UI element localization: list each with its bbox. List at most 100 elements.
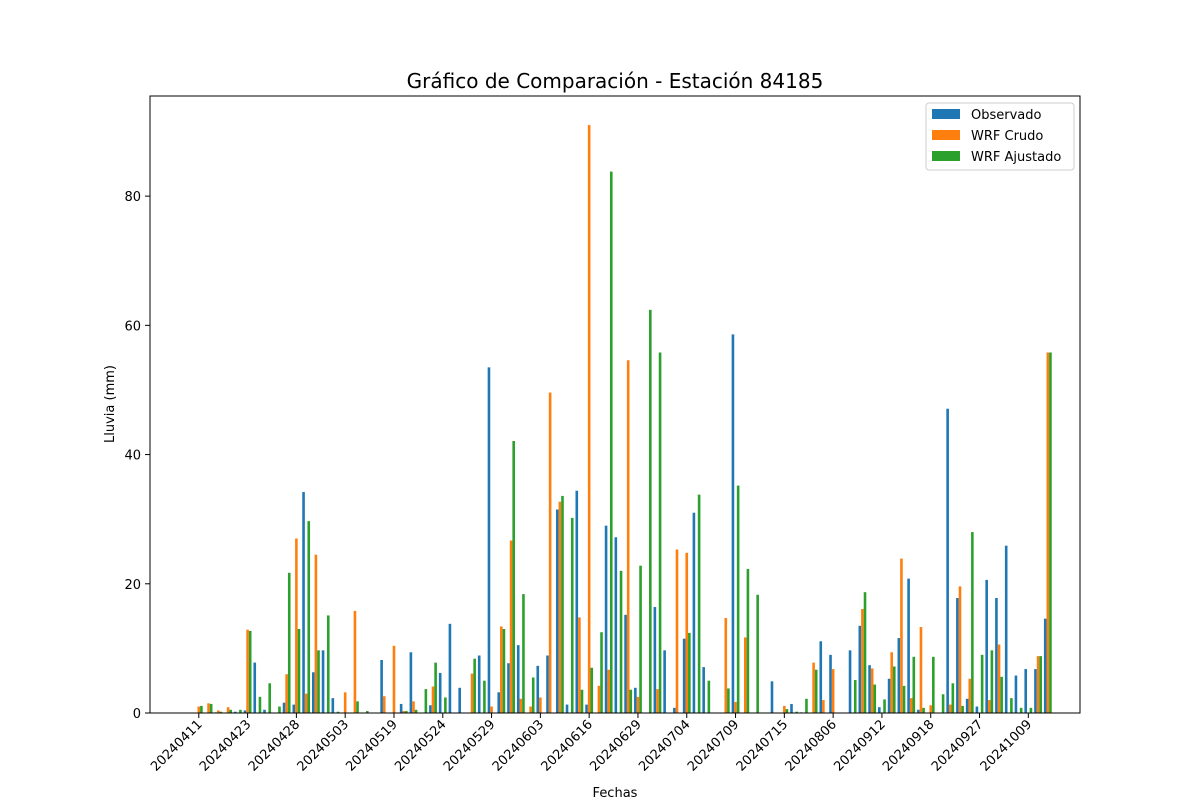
x-tick-label: 20240704 [636,717,693,774]
bar-observado-65 [829,654,832,713]
bar-observado-71 [887,678,891,713]
bar-wrf-ajustado-21 [405,711,408,713]
bar-wrf-ajustado-28 [473,658,476,713]
bar-observado-70 [878,707,881,713]
bar-wrf-ajustado-10 [297,629,301,713]
bar-wrf-crudo-2 [217,710,220,713]
bar-wrf-ajustado-71 [892,666,896,713]
bar-observado-81 [985,579,988,713]
bar-wrf-crudo-78 [958,586,962,713]
bar-wrf-crudo-5 [246,629,249,713]
bar-observado-50 [682,638,686,713]
bar-observado-32 [507,663,510,713]
bar-observado-25 [438,672,442,713]
bar-wrf-crudo-16 [353,610,357,713]
bar-wrf-crudo-20 [392,645,396,713]
bar-wrf-crudo-19 [382,696,386,713]
bar-wrf-ajustado-44 [629,689,633,713]
bar-wrf-ajustado-5 [248,630,252,713]
bar-wrf-crudo-44 [626,360,630,713]
y-tick-label: 40 [124,449,141,464]
legend-swatch-observado [932,109,960,119]
legend-label-observado: Observado [971,108,1042,123]
bar-wrf-ajustado-85 [1029,707,1033,713]
bar-wrf-crudo-39 [578,617,581,713]
bar-wrf-ajustado-39 [580,689,584,713]
bar-observado-21 [399,703,403,713]
bar-wrf-ajustado-60 [785,709,789,713]
y-tick-label: 0 [133,707,141,722]
bar-observado-67 [848,650,852,713]
bar-wrf-crudo-56 [744,637,747,713]
bar-wrf-ajustado-38 [570,517,574,713]
bar-observado-74 [917,709,920,713]
bar-wrf-ajustado-79 [971,532,974,713]
x-tick-label: 20240411 [148,717,205,774]
bar-observado-72 [897,638,901,713]
bar-observado-82 [995,598,998,713]
bar-wrf-ajustado-73 [912,656,916,713]
bar-wrf-crudo-21 [402,711,406,713]
bar-observado-6 [253,662,257,713]
bar-wrf-ajustado-52 [707,680,711,713]
bar-wrf-ajustado-87 [1049,352,1052,713]
bar-wrf-ajustado-13 [326,615,330,713]
plot-frame [149,95,1081,714]
bar-observado-7 [263,709,266,713]
bar-wrf-crudo-12 [314,554,318,713]
bar-wrf-crudo-74 [919,627,923,713]
bar-observado-73 [907,578,910,713]
bar-wrf-ajustado-17 [366,711,369,713]
x-tick-label: 20240912 [831,717,888,774]
bar-observado-64 [819,641,823,713]
bar-wrf-crudo-34 [529,706,532,713]
legend: Observado WRF Crudo WRF Ajustado [925,102,1075,171]
bar-observado-69 [868,665,871,713]
bar-wrf-ajustado-46 [649,309,652,713]
bar-wrf-ajustado-57 [756,594,759,713]
bar-wrf-ajustado-29 [483,680,486,713]
x-tick-label: 20240806 [783,717,840,774]
bar-wrf-ajustado-9 [287,572,291,713]
bar-wrf-ajustado-84 [1019,707,1023,713]
bar-observado-33 [516,645,520,713]
bar-wrf-ajustado-80 [980,654,984,713]
bar-wrf-crudo-37 [558,501,562,713]
bar-observado-12 [312,672,315,713]
bar-wrf-ajustado-56 [746,568,750,713]
bar-wrf-ajustado-37 [561,495,564,713]
bar-wrf-crudo-36 [548,392,552,713]
bar-wrf-crudo-72 [900,558,903,713]
bar-observado-55 [731,334,735,713]
bar-wrf-ajustado-63 [814,669,818,713]
bar-wrf-ajustado-76 [941,694,945,713]
bar-wrf-crudo-60 [783,705,786,713]
bar-wrf-ajustado-69 [873,684,877,713]
bar-wrf-crudo-28 [470,673,474,713]
bar-wrf-ajustado-54 [727,688,730,713]
bar-observado-5 [243,710,247,713]
bar-wrf-ajustado-43 [619,570,623,713]
y-tick-label: 20 [124,578,141,593]
bar-wrf-ajustado-1 [209,703,213,713]
bar-wrf-crudo-49 [675,549,679,713]
bar-observado-83 [1004,545,1008,713]
bar-wrf-ajustado-3 [229,709,232,713]
bar-wrf-crudo-47 [656,689,659,713]
bar-wrf-crudo-71 [890,652,893,713]
bar-wrf-ajustado-45 [639,565,642,713]
bar-observado-13 [321,650,325,713]
bar-wrf-crudo-10 [295,538,298,713]
x-tick-label: 20240709 [685,717,742,774]
bar-wrf-ajustado-62 [805,698,808,713]
bar-wrf-ajustado-77 [951,683,955,713]
x-tick-label: 20241009 [978,717,1035,774]
x-tick-label: 20240503 [295,717,352,774]
bar-wrf-crudo-33 [519,698,523,713]
bar-wrf-ajustado-50 [688,632,691,713]
bar-observado-24 [429,705,432,713]
bar-wrf-crudo-0 [197,706,201,713]
x-tick-label: 20240616 [539,717,596,774]
bar-observado-77 [946,408,949,713]
